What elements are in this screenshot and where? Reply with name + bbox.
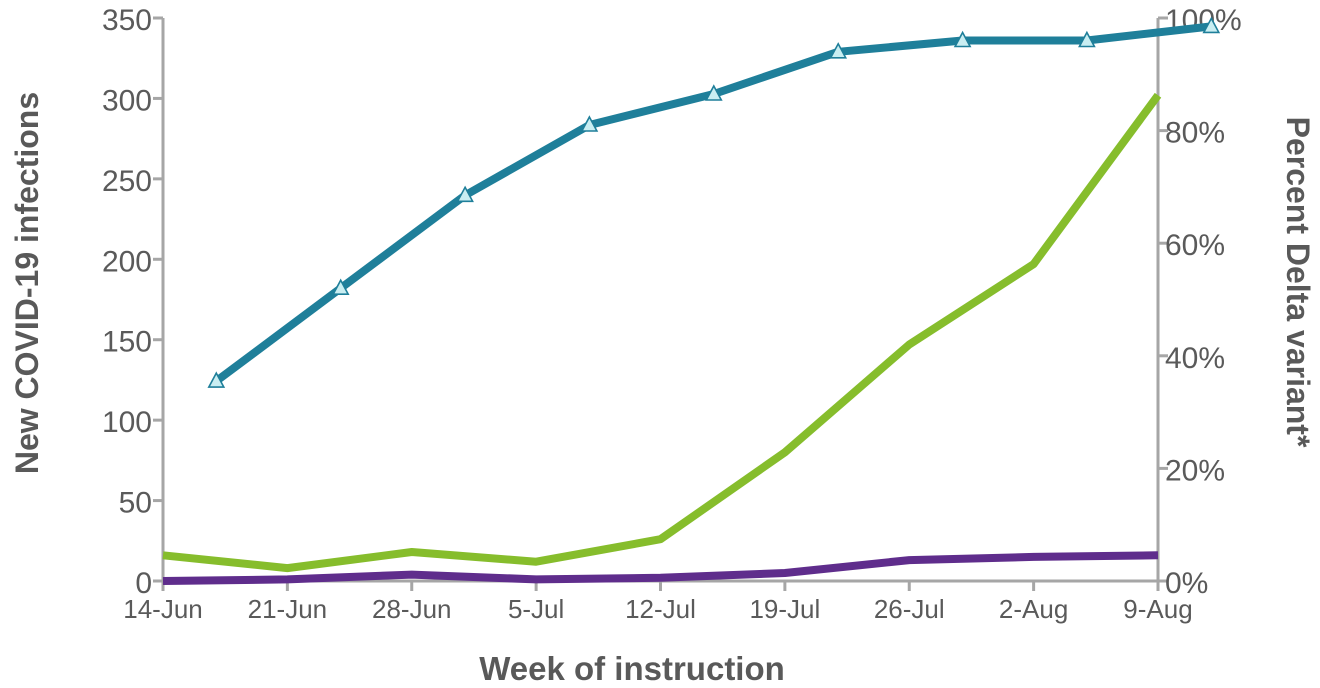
x-tick-label: 9-Aug — [1123, 594, 1192, 624]
triangle-marker — [953, 30, 972, 48]
series-line-1 — [213, 22, 1212, 385]
right-tick-label: 0% — [1165, 567, 1208, 600]
series-line-3 — [162, 551, 1159, 585]
triangle-marker — [580, 115, 599, 132]
series-lines — [162, 22, 1212, 585]
x-tick-label: 14-Jun — [123, 594, 203, 624]
triangle-marker — [704, 84, 723, 101]
right-tick-label: 20% — [1165, 454, 1225, 487]
right-axis-title: Percent Delta variant* — [1280, 117, 1316, 448]
left-tick-label: 150 — [102, 326, 152, 359]
x-tick-label: 26-Jul — [874, 594, 945, 624]
left-tick-label: 0 — [135, 567, 152, 600]
triangle-marker — [1202, 16, 1221, 34]
left-tick-label: 100 — [102, 406, 152, 439]
series-markers — [207, 16, 1221, 388]
triangle-marker — [331, 278, 350, 295]
triangle-marker — [1078, 30, 1096, 48]
x-tick-label: 28-Jun — [372, 594, 452, 624]
tick-labels: 0501001502002503003500%20%40%60%80%100%1… — [102, 4, 1242, 624]
left-axis-title: New COVID-19 infections — [9, 92, 45, 474]
triangle-marker — [456, 185, 474, 203]
right-tick-label: 40% — [1165, 342, 1225, 375]
triangle-marker — [207, 371, 226, 388]
x-tick-label: 5-Jul — [508, 594, 564, 624]
right-tick-label: 80% — [1165, 117, 1225, 150]
x-tick-label: 2-Aug — [999, 594, 1068, 624]
left-tick-label: 350 — [102, 4, 152, 37]
left-tick-label: 200 — [102, 245, 152, 278]
x-tick-label: 12-Jul — [625, 594, 696, 624]
x-tick-label: 19-Jul — [749, 594, 820, 624]
series-line-2 — [162, 92, 1162, 573]
right-tick-label: 60% — [1165, 229, 1225, 262]
x-tick-label: 21-Jun — [248, 594, 328, 624]
x-axis-title: Week of instruction — [479, 650, 785, 687]
left-tick-label: 300 — [102, 84, 152, 117]
left-tick-label: 50 — [119, 487, 152, 520]
triangle-marker — [829, 42, 848, 59]
left-tick-label: 250 — [102, 165, 152, 198]
